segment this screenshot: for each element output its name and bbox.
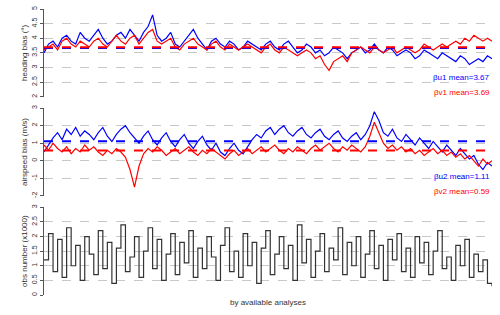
svg-text:0: 0 [31,158,38,162]
svg-text:βu2 mean=1.11: βu2 mean=1.11 [434,172,490,181]
svg-text:4: 4 [31,35,38,39]
svg-text:3: 3 [31,105,38,109]
svg-text:2: 2 [31,94,38,98]
svg-text:4.5: 4.5 [31,18,38,28]
svg-text:0.5: 0.5 [31,274,38,284]
svg-text:5: 5 [31,6,38,10]
svg-text:2.5: 2.5 [31,216,38,226]
svg-text:1.5: 1.5 [31,245,38,255]
svg-text:airspeed bias (m/s): airspeed bias (m/s) [20,118,29,186]
svg-text:2: 2 [31,233,38,237]
svg-text:-1: -1 [31,174,38,180]
svg-text:βu1 mean=3.67: βu1 mean=3.67 [433,73,490,82]
svg-text:3.5: 3.5 [31,47,38,57]
svg-text:0: 0 [31,292,38,296]
svg-text:3: 3 [31,64,38,68]
svg-text:-2: -2 [31,192,38,198]
svg-text:1: 1 [31,140,38,144]
svg-text:by available analyses: by available analyses [230,298,306,307]
svg-text:obs number (x1000): obs number (x1000) [20,215,29,287]
svg-text:3: 3 [31,204,38,208]
svg-text:2: 2 [31,123,38,127]
svg-text:βv2 mean=0.59: βv2 mean=0.59 [434,187,490,196]
svg-text:2.5: 2.5 [31,76,38,86]
svg-text:1: 1 [31,263,38,267]
svg-text:βv1 mean=3.69: βv1 mean=3.69 [434,88,490,97]
svg-text:heading bias (°): heading bias (°) [20,24,29,80]
